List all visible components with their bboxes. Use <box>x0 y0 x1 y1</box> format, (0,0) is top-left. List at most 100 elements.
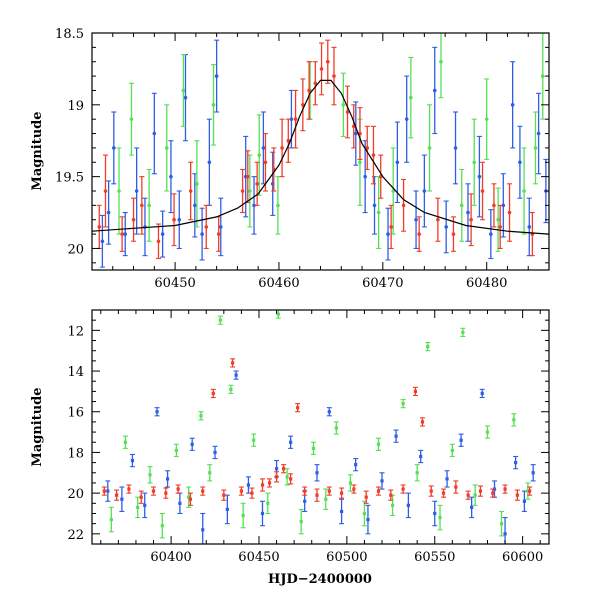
data-point <box>389 493 393 497</box>
data-point <box>281 467 286 471</box>
data-point <box>115 493 119 497</box>
data-point <box>498 225 502 229</box>
data-point <box>123 440 127 444</box>
data-point <box>178 501 182 505</box>
data-point <box>386 232 390 236</box>
data-point <box>485 430 490 434</box>
data-point <box>461 330 465 334</box>
data-point <box>257 153 262 157</box>
data-point <box>404 117 409 121</box>
data-point <box>313 81 318 86</box>
data-point <box>120 497 124 501</box>
data-point <box>102 489 106 493</box>
data-point <box>512 418 516 422</box>
zoomed-light-curve-panel: 60450 60460 60470 60480 18.5 19 19.5 20 Magnitu… <box>30 27 550 291</box>
data-point <box>241 513 245 518</box>
data-point <box>401 203 406 208</box>
data-point <box>239 489 244 493</box>
data-point <box>164 146 169 150</box>
data-point <box>303 499 307 503</box>
data-point <box>395 160 400 165</box>
data-point <box>123 232 128 236</box>
data-point <box>255 182 259 186</box>
data-point <box>358 160 362 165</box>
data-point <box>450 448 454 452</box>
data-point <box>501 203 506 208</box>
data-point <box>213 450 217 455</box>
data-point <box>499 522 504 526</box>
data-point <box>510 103 515 107</box>
data-point <box>222 493 226 497</box>
model-curve <box>92 79 549 235</box>
data-point <box>371 153 376 157</box>
data-point <box>315 471 319 475</box>
data-point <box>129 117 134 121</box>
data-point <box>245 174 250 179</box>
data-point <box>267 481 272 485</box>
data-point <box>390 503 395 507</box>
data-point <box>211 103 216 107</box>
data-point <box>187 495 191 499</box>
data-point <box>263 160 268 165</box>
data-point <box>477 174 482 179</box>
data-point <box>473 493 477 497</box>
data-point <box>261 146 266 150</box>
data-point <box>176 487 180 491</box>
data-point <box>293 117 298 121</box>
data-point <box>97 225 102 229</box>
data-point <box>127 487 131 491</box>
data-point <box>376 210 381 215</box>
data-point <box>327 489 331 493</box>
data-point <box>366 517 370 522</box>
data-point <box>469 217 473 222</box>
data-point <box>466 210 470 215</box>
data-point <box>492 203 496 208</box>
data-point <box>376 442 381 446</box>
data-point <box>172 217 176 222</box>
x-tick-label: 60460 <box>258 276 299 291</box>
data-point <box>518 160 522 165</box>
data-point <box>389 225 393 229</box>
data-point <box>143 503 147 507</box>
zoomed-panel-marks <box>92 33 549 268</box>
data-point <box>218 225 223 229</box>
data-point <box>413 389 418 393</box>
data-point <box>250 491 254 495</box>
data-point <box>522 189 526 193</box>
data-point <box>188 497 193 501</box>
data-point <box>441 491 446 495</box>
data-point <box>229 387 233 391</box>
data-point <box>540 74 545 78</box>
data-point <box>131 217 136 222</box>
data-point <box>106 489 110 493</box>
y-tick-label: 20 <box>67 487 84 502</box>
data-point <box>289 477 293 481</box>
full-panel-frame <box>91 309 550 545</box>
data-point <box>401 402 405 406</box>
data-point <box>285 475 289 479</box>
data-point <box>112 146 116 150</box>
data-point <box>341 103 346 107</box>
data-point <box>324 497 328 501</box>
data-point <box>319 67 324 71</box>
data-point <box>507 210 512 215</box>
data-point <box>234 373 238 377</box>
y-tick-label: 12 <box>67 324 84 339</box>
x-tick-label: 60550 <box>414 550 455 565</box>
data-point <box>155 410 159 414</box>
data-point <box>325 59 330 64</box>
data-point <box>301 103 305 107</box>
data-point <box>231 361 235 365</box>
x-tick-label: 60600 <box>502 550 543 565</box>
data-point <box>296 406 300 410</box>
data-point <box>160 524 164 528</box>
data-point <box>152 131 157 136</box>
data-point <box>190 442 194 446</box>
data-point <box>429 489 433 493</box>
data-point <box>193 203 197 208</box>
data-point <box>106 210 111 215</box>
data-point <box>401 487 405 491</box>
data-point <box>415 471 419 475</box>
data-point <box>339 491 344 495</box>
